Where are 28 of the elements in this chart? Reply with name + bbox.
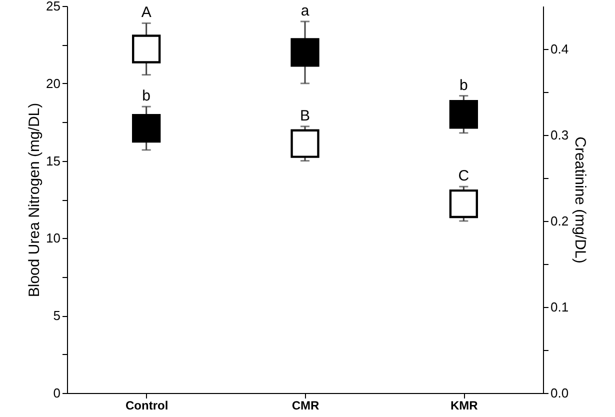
- point: [449, 189, 478, 218]
- data-label: b: [142, 88, 151, 105]
- x-tick-label: CMR: [292, 398, 320, 412]
- y-tick-label: 0: [53, 386, 60, 400]
- y2-tick-label: 0.4: [550, 42, 569, 56]
- y-axis-title: Blood Urea Nitrogen (mg/DL): [26, 102, 44, 298]
- y2-tick-label: 0.0: [550, 386, 569, 400]
- point: [132, 114, 161, 143]
- y-tick-label: 15: [46, 153, 60, 168]
- y2-tick-label: 0.1: [550, 300, 569, 314]
- y2-tick-label: 0.2: [550, 214, 569, 228]
- y2-axis-title: Creatinine (mg/DL): [572, 136, 589, 264]
- y2-tick-label: 0.3: [550, 128, 569, 142]
- y-tick-label: 20: [46, 76, 60, 91]
- data-label: b: [459, 76, 468, 94]
- point: [290, 38, 320, 67]
- y-tick-label: 10: [46, 230, 60, 246]
- y-tick-label: 25: [46, 0, 60, 14]
- point: [290, 129, 320, 158]
- x-tick-label: Control: [126, 398, 168, 412]
- point: [132, 34, 161, 64]
- x-tick-label: KMR: [450, 398, 478, 412]
- data-label: A: [141, 4, 152, 22]
- data-label: B: [300, 107, 310, 124]
- data-label: C: [458, 168, 470, 185]
- y-tick-label: 5: [53, 308, 60, 324]
- point: [449, 100, 478, 129]
- data-label: a: [300, 2, 310, 20]
